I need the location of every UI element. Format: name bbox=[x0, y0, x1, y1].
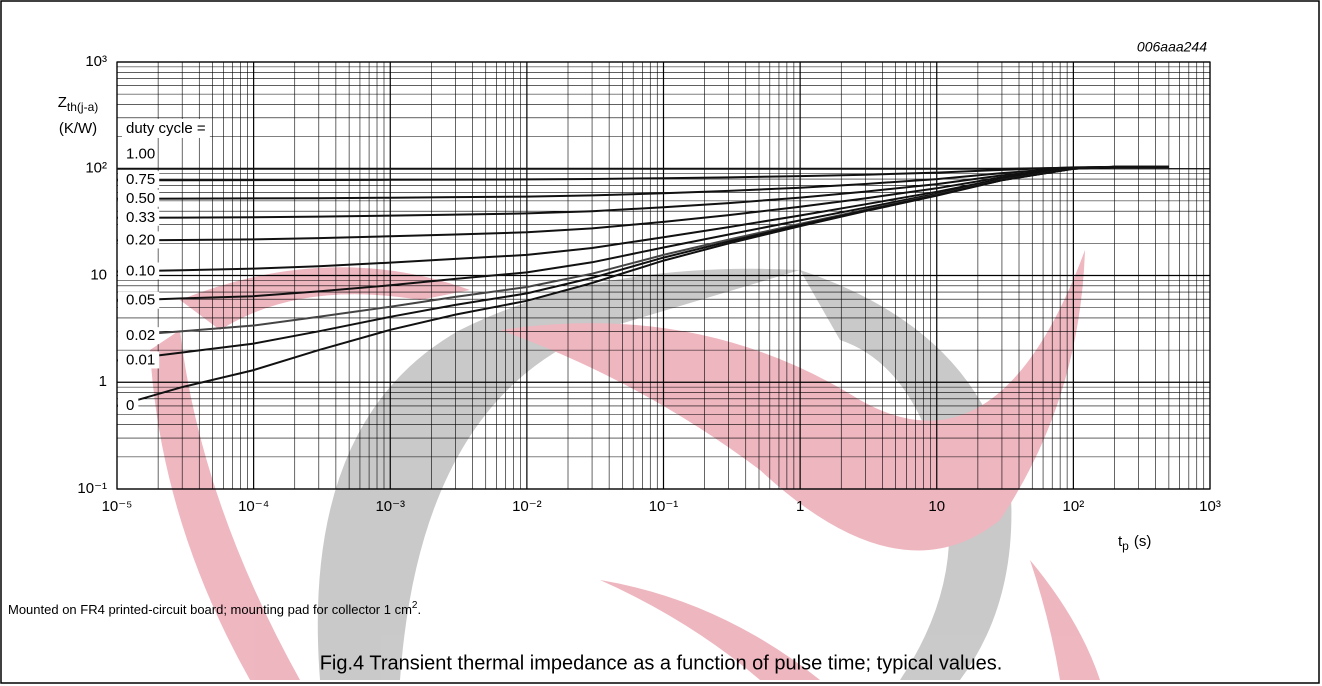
legend-bg bbox=[118, 189, 160, 207]
y-tick-label: 10³ bbox=[85, 53, 107, 70]
legend-bg bbox=[118, 327, 160, 345]
x-tick-label: 10² bbox=[1063, 498, 1085, 515]
legend-label: 1.00 bbox=[126, 146, 155, 163]
legend-title: duty cycle = bbox=[126, 120, 206, 137]
note-sup: 2 bbox=[412, 600, 418, 611]
note-text: Mounted on FR4 printed-circuit board; mo… bbox=[8, 602, 412, 617]
legend-bg bbox=[118, 208, 160, 226]
x-label-unit: (s) bbox=[1134, 533, 1152, 550]
legend-bg bbox=[118, 351, 160, 369]
legend-bg bbox=[118, 262, 160, 280]
legend-bg bbox=[118, 396, 139, 414]
x-tick-label: 10⁻⁴ bbox=[238, 498, 269, 515]
series-line bbox=[116, 165, 1169, 219]
note-end: . bbox=[417, 602, 421, 617]
legend-label: 0.33 bbox=[126, 209, 155, 226]
y-tick-label: 10² bbox=[85, 160, 107, 177]
legend-bg bbox=[118, 171, 160, 189]
x-tick-label: 10⁻¹ bbox=[649, 498, 679, 515]
series-line bbox=[116, 165, 1169, 407]
legend-bg bbox=[118, 291, 160, 309]
x-tick-label: 10⁻² bbox=[512, 498, 542, 515]
legend-label: 0.02 bbox=[126, 327, 155, 344]
plot-border bbox=[116, 61, 1211, 490]
series-line bbox=[117, 165, 1169, 182]
watermark bbox=[150, 250, 1100, 680]
legend-label: 0.01 bbox=[126, 351, 155, 368]
legend-label: 0 bbox=[126, 397, 134, 414]
series-line bbox=[116, 165, 1169, 200]
x-label-sub: p bbox=[1122, 539, 1129, 553]
figure-code: 006aaa244 bbox=[1137, 39, 1207, 55]
x-tick-label: 10⁻³ bbox=[375, 498, 405, 515]
y-axis-unit: (K/W) bbox=[59, 120, 97, 137]
note: Mounted on FR4 printed-circuit board; mo… bbox=[8, 600, 421, 618]
plot-area: 10⁻⁵ 10⁻⁴ 10⁻³ 10⁻² 10⁻¹ 1 10 10² 10³ 10⁻¹ 1 10 10² 1… bbox=[77, 53, 1220, 515]
y-axis-label: Zth(j-a) bbox=[58, 94, 99, 114]
x-tick-label: 10 bbox=[928, 498, 945, 515]
legend-label: 0.05 bbox=[126, 292, 155, 309]
x-tick-label: 10⁻⁵ bbox=[102, 498, 133, 515]
x-label-main: t bbox=[1118, 533, 1123, 550]
y-label-sub: th(j-a) bbox=[67, 100, 98, 114]
x-tick-label: 10³ bbox=[1199, 498, 1221, 515]
y-tick-label: 1 bbox=[99, 373, 107, 390]
x-axis-label: tp (s) bbox=[1118, 533, 1151, 553]
series-line bbox=[116, 165, 1169, 273]
series-line bbox=[117, 165, 1169, 170]
legend-label: 0.50 bbox=[126, 190, 155, 207]
x-tick-label: 1 bbox=[796, 498, 804, 515]
legend-bg bbox=[118, 231, 160, 249]
y-tick-label: 10⁻¹ bbox=[77, 480, 107, 497]
legend-label: 0.10 bbox=[126, 262, 155, 279]
y-tick-label: 10 bbox=[90, 266, 107, 283]
legend-label: 0.75 bbox=[126, 171, 155, 188]
caption: Fig.4 Transient thermal impedance as a f… bbox=[320, 652, 1003, 674]
y-label-main: Z bbox=[58, 94, 67, 111]
legend-label: 0.20 bbox=[126, 231, 155, 248]
legend-bg bbox=[122, 118, 210, 138]
